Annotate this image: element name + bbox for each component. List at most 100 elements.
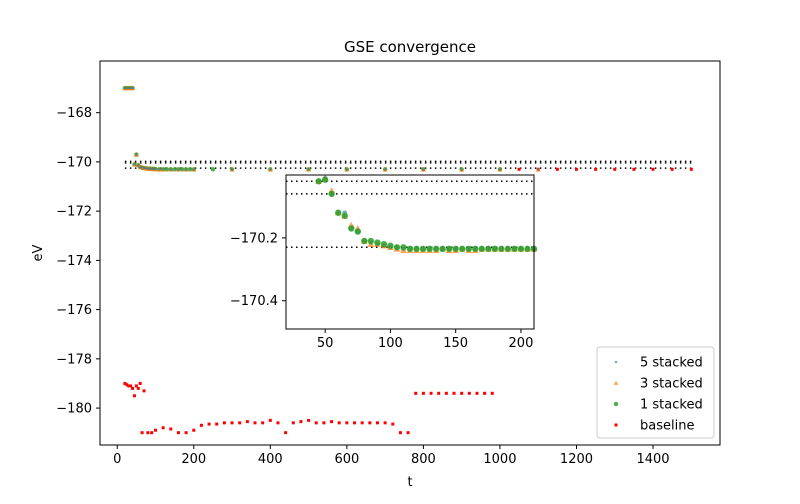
inset-data-point (485, 245, 492, 253)
data-point (452, 391, 456, 395)
legend: 5 stacked 3 stacked 1 stacked baseline (596, 346, 715, 439)
data-point (129, 384, 133, 388)
inset-data-point (315, 178, 322, 185)
data-point (131, 386, 135, 390)
data-point (187, 167, 193, 172)
y-axis-label: eV (31, 244, 46, 261)
data-point (184, 431, 188, 435)
inset-data-point (478, 245, 485, 253)
data-point (127, 384, 131, 388)
inset-data-point (439, 245, 446, 253)
y-tick-label: −178 (56, 352, 92, 367)
data-point (154, 167, 157, 171)
data-point (307, 168, 310, 171)
data-point (360, 421, 364, 425)
data-point (314, 421, 318, 425)
inset-data-point (406, 245, 414, 253)
data-point (153, 428, 157, 432)
data-point (391, 422, 395, 426)
data-point (152, 167, 155, 171)
data-point (132, 394, 136, 398)
inset-y-tick-label: −170.4 (230, 294, 278, 309)
main-plot-area: 0 200 400 600 800 1000 1200 1400 −180 −178 −176 −17… (56, 60, 721, 467)
data-point (269, 168, 272, 171)
data-point (215, 422, 219, 426)
inset-x-tick-label: 150 (443, 336, 468, 351)
data-point (125, 86, 128, 90)
data-point (398, 431, 402, 435)
data-point (150, 167, 153, 171)
data-point (632, 167, 636, 171)
legend-marker (613, 401, 619, 407)
data-point (177, 168, 180, 171)
x-tick-label: 0 (113, 452, 121, 467)
data-point (140, 431, 144, 435)
legend-label: 3 stacked (640, 377, 703, 392)
data-point (574, 167, 578, 171)
data-point (383, 421, 387, 425)
inset-data-point (452, 245, 459, 253)
data-point (136, 386, 140, 390)
x-tick-label: 1400 (636, 452, 669, 467)
data-point (421, 391, 425, 395)
data-point (483, 391, 487, 395)
inset-data-point (354, 228, 361, 235)
inset-data-point (374, 239, 381, 246)
inset-x-tick-label: 200 (509, 336, 534, 351)
data-point (345, 421, 349, 425)
x-tick-label: 200 (181, 452, 206, 467)
main-axes-frame (99, 60, 721, 446)
data-point (138, 381, 142, 385)
data-point (199, 423, 203, 427)
data-point (670, 167, 674, 171)
data-point (144, 167, 148, 170)
y-tick-label: −174 (56, 254, 92, 269)
data-point (276, 421, 280, 425)
data-point (498, 168, 502, 171)
data-point (180, 167, 185, 172)
inset-data-point (432, 245, 440, 253)
legend-item: 3 stacked (613, 377, 703, 392)
data-point (129, 86, 132, 90)
data-point (245, 420, 249, 424)
x-tick-label: 1000 (483, 452, 516, 467)
legend-item: baseline (614, 419, 694, 434)
data-point (368, 421, 372, 425)
data-point (689, 167, 693, 171)
data-point (138, 166, 142, 169)
data-point (406, 431, 410, 435)
x-tick-label: 1200 (560, 452, 593, 467)
inset-plot-area: 50 100 150 200 −170.4 −170.2 (230, 174, 538, 351)
inset-data-point (393, 244, 401, 251)
data-point (284, 431, 288, 435)
legend-marker (614, 360, 618, 364)
data-point (230, 421, 234, 425)
data-point (537, 168, 540, 171)
data-point (146, 167, 150, 171)
data-point (172, 167, 177, 172)
data-point (383, 168, 387, 171)
data-point (437, 391, 441, 395)
y-tick-label: −180 (56, 402, 92, 417)
data-point (467, 391, 471, 395)
legend-label: 1 stacked (640, 398, 703, 413)
y-tick-label: −176 (56, 303, 92, 318)
data-point (133, 163, 136, 166)
inset-axes-frame (285, 174, 535, 330)
data-point (131, 86, 134, 90)
data-point (253, 421, 257, 425)
inset-data-point (413, 245, 420, 253)
data-point (429, 391, 433, 395)
data-point (169, 168, 173, 171)
x-axis-label: t (407, 475, 412, 490)
inset-data-point (321, 176, 329, 183)
inset-data-point (361, 237, 368, 245)
data-point (230, 168, 234, 171)
data-point (353, 421, 357, 425)
inset-data-point (498, 245, 505, 253)
data-point (135, 153, 138, 156)
data-point (460, 391, 464, 395)
data-point (460, 168, 463, 171)
data-point (123, 86, 127, 90)
data-point (127, 86, 130, 90)
